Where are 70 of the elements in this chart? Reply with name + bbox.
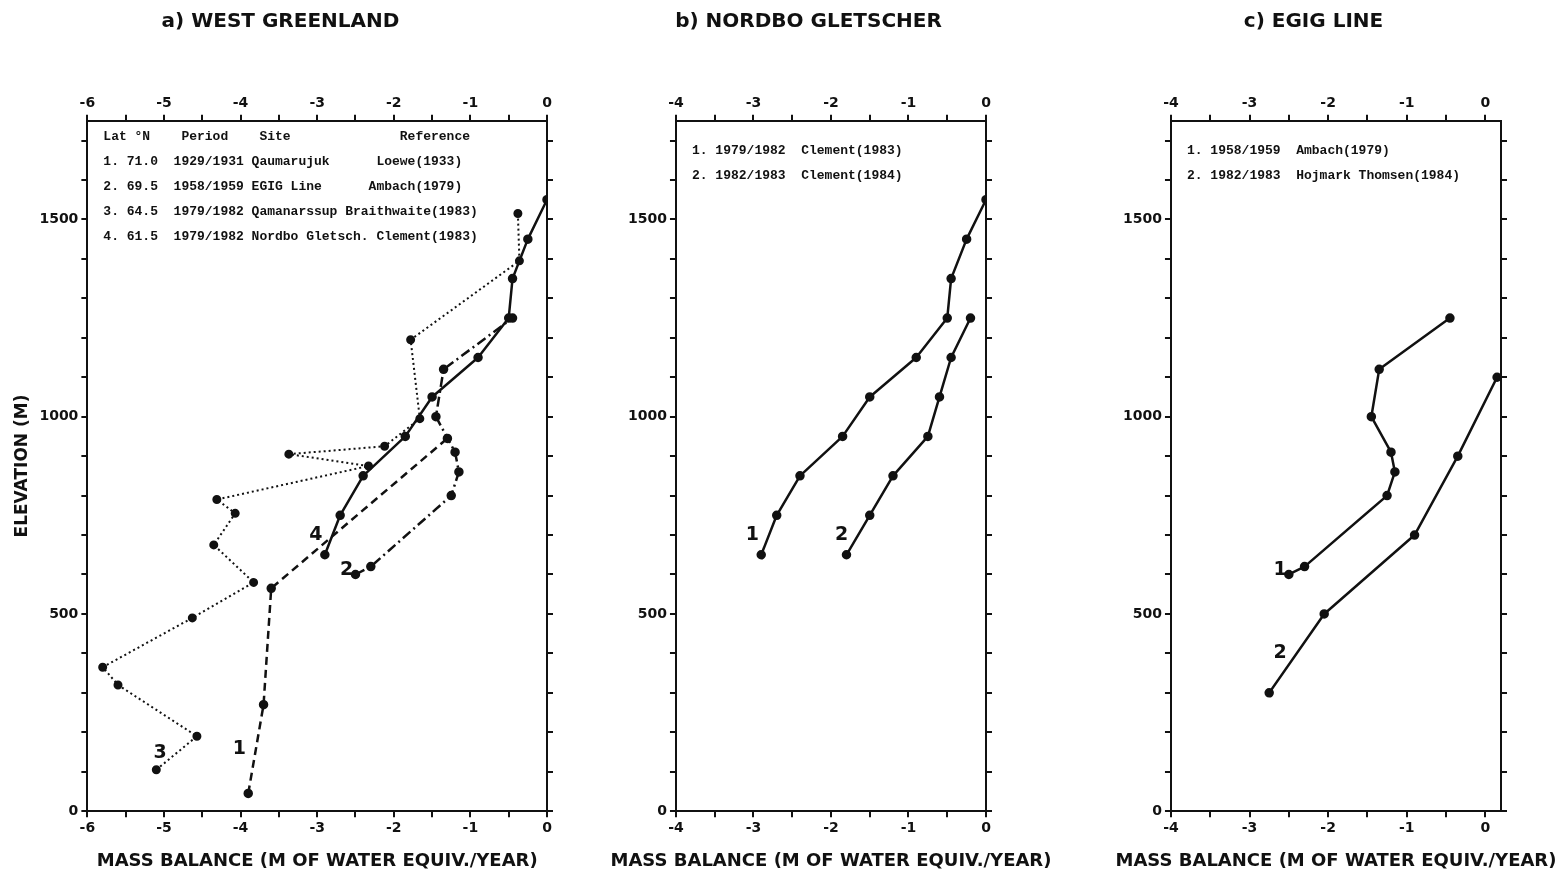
y-tick-label: 1000 [1123, 407, 1163, 424]
x-tick-label: -1 [462, 819, 479, 836]
x-tick-label: -1 [900, 819, 917, 836]
x-tick-label: -4 [668, 819, 684, 836]
x2-tick-label: -3 [1241, 94, 1258, 111]
annotation: Lat °N Period Site Reference [103, 129, 471, 145]
x2-tick-label: -2 [386, 94, 402, 111]
x2-tick-label: 0 [1480, 94, 1491, 111]
series-label: 1 [1273, 557, 1287, 580]
x-tick-label: -3 [1241, 819, 1258, 836]
annotation: 1. 1958/1959 Ambach(1979) [1186, 143, 1390, 159]
x-tick-label: 0 [542, 819, 553, 836]
x-tick-label: -3 [309, 819, 325, 836]
x-axis-title: MASS BALANCE (M OF WATER EQUIV./YEAR) [610, 848, 1052, 870]
chart-title: c) EGIG LINE [1243, 8, 1384, 33]
annotation: 2. 1982/1983 Hojmark Thomsen(1984) [1186, 168, 1461, 184]
y-axis-title: ELEVATION (M) [10, 394, 31, 538]
x-tick-label: -2 [386, 819, 402, 836]
annotation: 2. 1982/1983 Clement(1984) [691, 168, 903, 184]
x-tick-label: -5 [156, 819, 172, 836]
x2-tick-label: -2 [1320, 94, 1336, 111]
x2-tick-label: -4 [668, 94, 684, 111]
chart-title: a) WEST GREENLAND [161, 8, 400, 33]
y-tick-label: 1000 [628, 407, 668, 424]
series-label: 4 [309, 521, 323, 544]
x2-tick-label: -3 [309, 94, 325, 111]
annotation: 1. 1979/1982 Clement(1983) [691, 143, 903, 159]
chart-title: b) NORDBO GLETSCHER [675, 8, 942, 33]
y-tick-label: 1500 [39, 210, 79, 227]
y-tick-label: 0 [68, 801, 79, 818]
x2-tick-label: 0 [981, 94, 992, 111]
x-tick-label: -4 [232, 819, 249, 836]
x2-tick-label: -2 [823, 94, 839, 111]
series-label: 2 [834, 521, 849, 544]
x-tick-label: -1 [1398, 819, 1415, 836]
x-tick-label: 0 [1480, 819, 1491, 836]
series-label: 2 [339, 557, 354, 580]
x-tick-label: -6 [79, 819, 96, 836]
x-tick-label: -2 [823, 819, 839, 836]
x2-tick-label: -4 [232, 94, 249, 111]
series-label: 3 [153, 739, 167, 762]
x2-tick-label: -1 [462, 94, 479, 111]
x2-tick-label: -5 [156, 94, 172, 111]
y-tick-label: 0 [657, 801, 668, 818]
annotation: 1. 71.0 1929/1931 Qaumarujuk Loewe(1933) [103, 154, 463, 170]
x2-tick-label: -4 [1163, 94, 1179, 111]
y-tick-label: 1000 [39, 407, 79, 424]
x-axis-title: MASS BALANCE (M OF WATER EQUIV./YEAR) [96, 848, 538, 870]
x2-tick-label: -1 [900, 94, 917, 111]
annotation: 3. 64.5 1979/1982 Qamanarssup Braithwaite(1983) [103, 204, 478, 220]
x-tick-label: 0 [981, 819, 992, 836]
y-tick-label: 1500 [1123, 210, 1163, 227]
y-tick-label: 500 [49, 604, 79, 621]
x2-tick-label: -3 [745, 94, 762, 111]
x-axis-title: MASS BALANCE (M OF WATER EQUIV./YEAR) [1115, 848, 1557, 870]
series-label: 1 [232, 736, 246, 758]
x-tick-label: -3 [745, 819, 762, 836]
y-tick-label: 0 [1152, 801, 1163, 818]
annotation: 2. 69.5 1958/1959 EGIG Line Ambach(1979) [103, 179, 463, 195]
x-tick-label: -2 [1320, 819, 1336, 836]
y-tick-label: 500 [1132, 604, 1163, 621]
x-tick-label: -4 [1163, 819, 1179, 836]
x2-tick-label: 0 [542, 94, 553, 111]
y-tick-label: 1500 [628, 210, 668, 227]
y-tick-label: 500 [637, 604, 668, 621]
series-label: 1 [745, 521, 759, 544]
x2-tick-label: -6 [79, 94, 96, 111]
x2-tick-label: -1 [1398, 94, 1415, 111]
series-label: 2 [1273, 640, 1287, 663]
annotation: 4. 61.5 1979/1982 Nordbo Gletsch. Clement(1983) [103, 229, 478, 245]
